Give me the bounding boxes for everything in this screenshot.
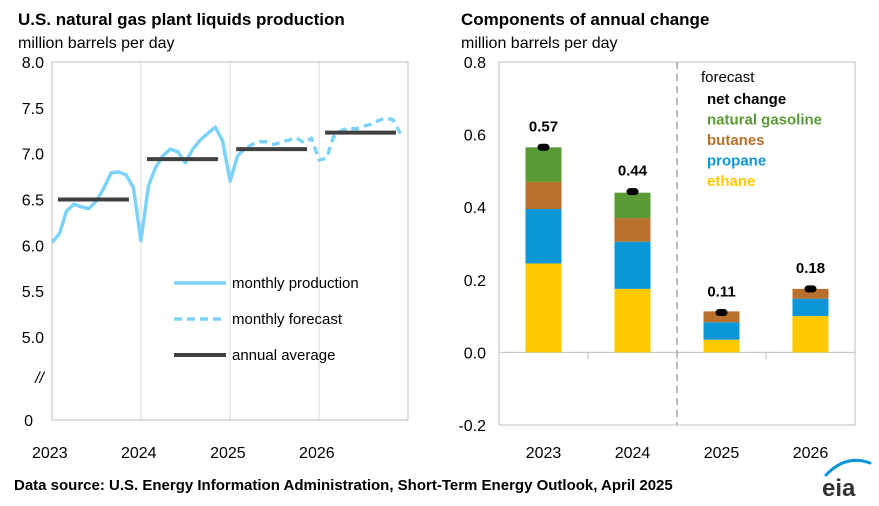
left-chart-gridlines <box>140 62 320 420</box>
source-note: Data source: U.S. Energy Information Adm… <box>14 477 673 494</box>
right-y-tick-label: -0.2 <box>458 418 486 435</box>
net-change-marker <box>715 308 728 316</box>
bar-segment-butanes <box>525 181 562 210</box>
net-change-marker <box>537 143 550 151</box>
left-y-tick-label: 5.0 <box>22 330 44 347</box>
net-change-data-label: 0.44 <box>618 163 648 180</box>
left-chart-axes: 2023 2024 2025 2026 8.0 7.5 7.0 6.5 6.0 5.5 5.0 // 0 <box>22 55 409 462</box>
right-x-tick-label: 2025 <box>704 445 740 462</box>
bar-segment-propane <box>792 298 829 317</box>
legend-label-propane: propane <box>707 153 766 170</box>
eia-logo: eia <box>822 458 872 502</box>
left-chart-title: U.S. natural gas plant liquids productio… <box>18 10 345 29</box>
left-x-tick-label: 2026 <box>299 445 335 462</box>
legend-label-ethane: ethane <box>707 173 755 190</box>
legend-label: monthly production <box>232 275 359 292</box>
right-chart-bars: 0.57 0.44 0.11 0.18 <box>525 118 829 353</box>
legend-label: monthly forecast <box>232 311 343 328</box>
monthly-forecast-line <box>236 116 402 162</box>
left-axis-break-label: // <box>34 370 45 387</box>
right-y-tick-label: 0.0 <box>464 345 486 362</box>
bar-segment-ethane <box>703 339 740 353</box>
left-x-tick-label: 2025 <box>210 445 246 462</box>
right-x-tick-label: 2024 <box>615 445 651 462</box>
bar-segment-butanes <box>614 218 651 242</box>
left-y-tick-label: 5.5 <box>22 284 44 301</box>
left-x-tick-label: 2024 <box>121 445 157 462</box>
bar-segment-natural-gasoline <box>614 192 651 219</box>
net-change-data-label: 0.57 <box>529 118 558 135</box>
legend-label-net-change: net change <box>707 91 786 108</box>
right-y-tick-label: 0.2 <box>464 273 486 290</box>
left-y-tick-label: 6.5 <box>22 193 44 210</box>
right-y-tick-label: 0.4 <box>464 200 486 217</box>
left-chart-legend: monthly production monthly forecast annual… <box>174 275 359 364</box>
legend-label-natural-gasoline: natural gasoline <box>707 112 822 129</box>
left-chart-series <box>50 116 402 244</box>
left-y-tick-label: 6.0 <box>22 238 44 255</box>
bar-segment-propane <box>614 241 651 289</box>
bar-segment-butanes <box>703 311 740 323</box>
left-y-tick-label: 8.0 <box>22 55 44 72</box>
monthly-production-line <box>50 125 240 244</box>
bar-segment-propane <box>525 209 562 264</box>
bar-segment-natural-gasoline <box>525 147 562 182</box>
right-chart-ylabel: million barrels per day <box>461 35 618 52</box>
right-x-tick-label: 2026 <box>793 445 829 462</box>
legend-label-butanes: butanes <box>707 132 765 149</box>
right-chart-legend: forecast net change natural gasoline butane… <box>701 69 822 190</box>
bar-segment-ethane <box>525 263 562 353</box>
bar-segment-butanes <box>792 288 829 299</box>
right-chart-title: Components of annual change <box>461 10 709 29</box>
right-y-tick-label: 0.6 <box>464 128 486 145</box>
left-y-tick-label: 7.5 <box>22 101 44 118</box>
net-change-marker <box>626 188 639 196</box>
left-x-tick-label: 2023 <box>32 445 68 462</box>
right-y-tick-label: 0.8 <box>464 55 486 72</box>
eia-logo-text: eia <box>822 475 856 502</box>
bar-segment-ethane <box>614 288 651 353</box>
net-change-data-label: 0.18 <box>796 260 825 277</box>
net-change-marker <box>804 285 817 293</box>
eia-logo-swoosh <box>824 458 872 477</box>
left-y-zero-label: 0 <box>24 413 33 430</box>
bar-segment-propane <box>703 322 740 340</box>
legend-label: annual average <box>232 347 335 364</box>
net-change-data-label: 0.11 <box>707 283 735 300</box>
left-chart-ylabel: million barrels per day <box>18 35 175 52</box>
right-x-tick-label: 2023 <box>526 445 562 462</box>
forecast-label: forecast <box>701 69 755 86</box>
bar-segment-ethane <box>792 316 829 353</box>
left-y-tick-label: 7.0 <box>22 147 44 164</box>
